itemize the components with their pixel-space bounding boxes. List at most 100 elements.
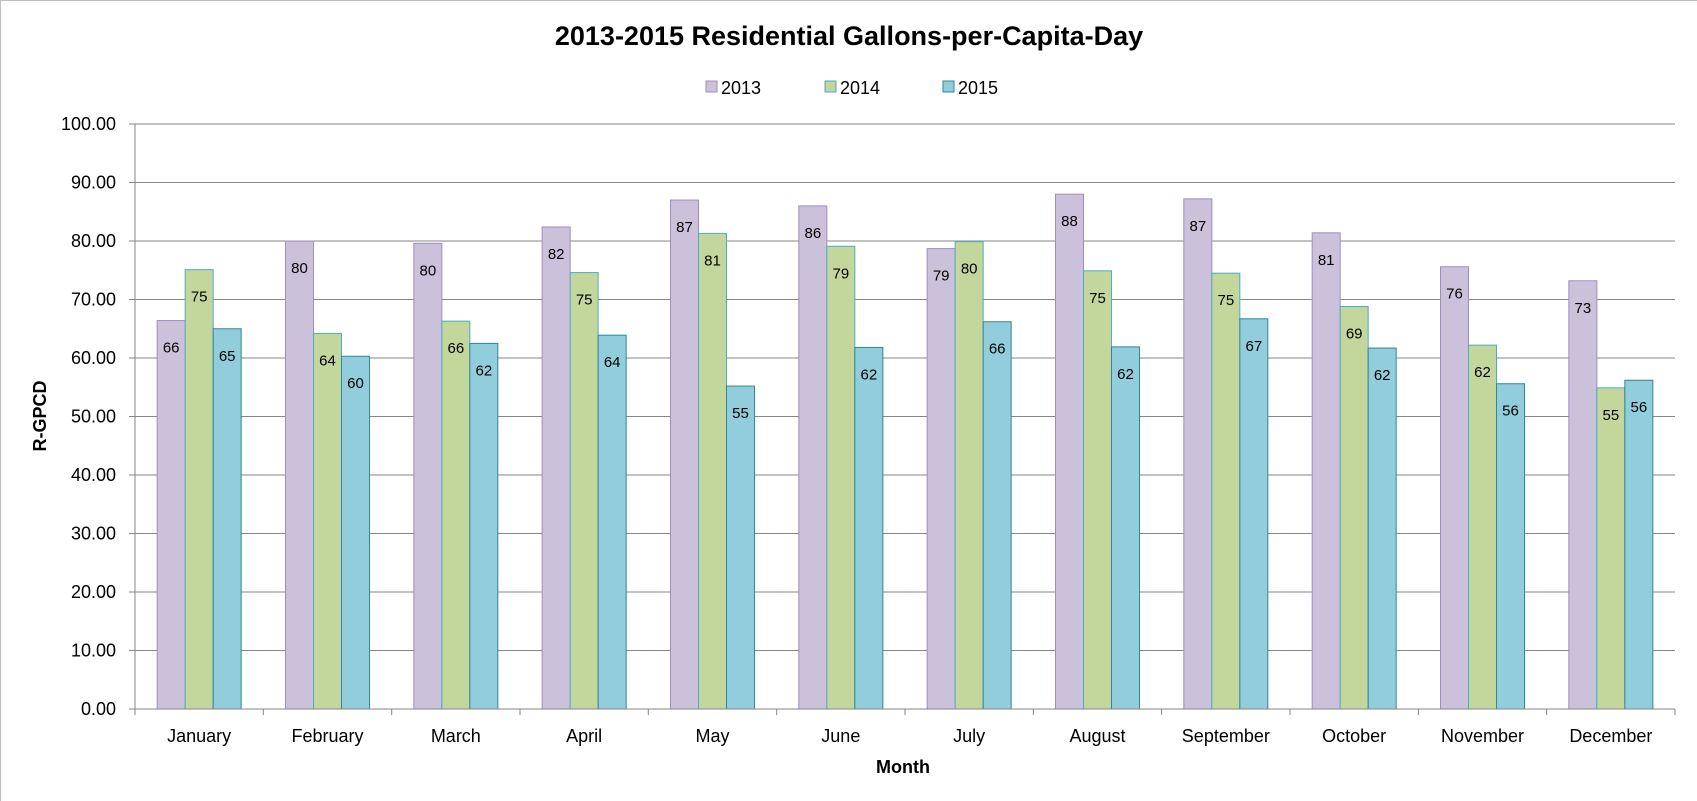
- x-tick-label-may: May: [695, 726, 729, 746]
- data-label-2013-january: 66: [163, 340, 180, 357]
- bar-2013-october: [1311, 232, 1341, 710]
- bar-2013-december: [1568, 280, 1598, 710]
- data-label-2013-november: 76: [1446, 286, 1463, 303]
- legend-label-2013: 2013: [721, 78, 761, 98]
- bar-2014-january: [184, 269, 214, 710]
- x-tick-label-july: July: [953, 726, 985, 746]
- bar-2013-march: [413, 242, 443, 710]
- data-label-2013-march: 80: [419, 262, 436, 279]
- legend-swatch-2013: [705, 80, 718, 93]
- x-tick-label-march: March: [431, 726, 481, 746]
- x-tick-label-june: June: [821, 726, 860, 746]
- x-tick-label-april: April: [566, 726, 602, 746]
- data-label-2015-october: 62: [1374, 367, 1391, 384]
- legend-label-2015: 2015: [958, 78, 998, 98]
- bar-2015-october: [1367, 347, 1397, 710]
- data-label-2015-september: 67: [1245, 338, 1262, 355]
- y-tick-label: 10.00: [71, 641, 116, 661]
- x-tick-label-december: December: [1569, 726, 1652, 746]
- bar-2013-february: [285, 240, 314, 710]
- data-label-2013-august: 88: [1061, 213, 1078, 230]
- bar-2014-december: [1596, 387, 1626, 710]
- bar-2013-april: [541, 226, 571, 710]
- y-tick-label: 90.00: [71, 173, 116, 193]
- bar-2014-july: [954, 241, 984, 710]
- x-tick-label-november: November: [1441, 726, 1524, 746]
- chart-title: 2013-2015 Residential Gallons-per-Capita…: [555, 21, 1143, 51]
- bar-2013-january: [156, 320, 186, 710]
- data-label-2014-april: 75: [576, 292, 593, 309]
- bar-2013-june: [798, 205, 828, 710]
- y-tick-label: 70.00: [71, 290, 116, 310]
- data-label-2013-october: 81: [1318, 252, 1335, 269]
- bar-2014-august: [1083, 270, 1112, 710]
- legend-swatch-2014: [824, 80, 837, 93]
- bar-2013-may: [670, 199, 699, 710]
- legend-label-2014: 2014: [840, 78, 880, 98]
- gridlines: [135, 123, 1675, 651]
- bar-2015-february: [341, 355, 370, 710]
- bar-2014-march: [441, 320, 471, 710]
- y-tick-label: 0.00: [81, 699, 116, 719]
- bar-2013-july: [926, 248, 956, 710]
- data-label-2014-september: 75: [1217, 292, 1234, 309]
- x-tick-label-august: August: [1069, 726, 1125, 746]
- bar-2014-june: [826, 245, 856, 710]
- bar-2014-november: [1468, 344, 1497, 710]
- bar-2015-may: [726, 385, 755, 710]
- bar-2014-october: [1339, 306, 1369, 710]
- data-label-2015-august: 62: [1117, 366, 1134, 383]
- data-label-2014-june: 79: [832, 265, 849, 282]
- x-axis-ticks: January February March April May June July Augu…: [134, 709, 1676, 746]
- data-label-2014-january: 75: [191, 289, 208, 306]
- x-tick-label-february: February: [291, 726, 363, 746]
- data-labels: 66 75 65 80 64 60 80 66 62 82 75 64 87 81 55 86 79 62 79 80…: [163, 213, 1647, 424]
- bar-2015-december: [1624, 379, 1654, 710]
- y-tick-label: 50.00: [71, 407, 116, 427]
- data-label-2013-february: 80: [291, 260, 308, 277]
- bar-2013-september: [1183, 198, 1213, 710]
- data-label-2014-march: 66: [447, 340, 464, 357]
- legend-swatch-2015: [942, 80, 955, 93]
- data-label-2015-april: 64: [604, 354, 621, 371]
- x-tick-label-october: October: [1322, 726, 1386, 746]
- bar-2015-november: [1496, 383, 1525, 710]
- data-label-2015-july: 66: [989, 341, 1006, 358]
- data-label-2014-november: 62: [1474, 364, 1491, 381]
- data-label-2014-july: 80: [961, 261, 978, 278]
- bar-2014-may: [698, 232, 727, 710]
- bar-2014-april: [569, 272, 599, 710]
- bar-2015-april: [597, 334, 627, 710]
- data-label-2014-october: 69: [1346, 326, 1363, 343]
- y-tick-label: 60.00: [71, 348, 116, 368]
- data-label-2013-may: 87: [676, 219, 693, 236]
- y-tick-label: 40.00: [71, 465, 116, 485]
- bar-2015-march: [469, 342, 499, 710]
- data-label-2014-may: 81: [704, 252, 721, 269]
- x-tick-label-september: September: [1182, 726, 1270, 746]
- data-label-2015-december: 56: [1630, 399, 1647, 416]
- bar-2014-september: [1211, 272, 1241, 710]
- data-label-2013-june: 86: [804, 225, 821, 242]
- data-label-2015-january: 65: [219, 348, 236, 365]
- bar-2015-september: [1239, 318, 1269, 710]
- data-label-2014-december: 55: [1602, 407, 1619, 424]
- data-label-2013-september: 87: [1189, 218, 1206, 235]
- x-tick-label-january: January: [167, 726, 231, 746]
- y-axis-ticks: 0.00 10.00 20.00 30.00 40.00 50.00 60.00 70.00 8…: [61, 114, 135, 719]
- data-label-2015-march: 62: [475, 362, 492, 379]
- data-label-2015-november: 56: [1502, 403, 1519, 420]
- bar-2013-august: [1055, 193, 1084, 710]
- bar-2015-june: [854, 346, 884, 710]
- data-label-2013-july: 79: [933, 268, 950, 285]
- data-label-2013-december: 73: [1574, 300, 1591, 317]
- bar-2015-august: [1111, 346, 1140, 710]
- data-label-2014-august: 75: [1089, 290, 1106, 307]
- data-label-2015-may: 55: [732, 405, 749, 422]
- data-label-2015-june: 62: [860, 366, 877, 383]
- y-tick-label: 80.00: [71, 231, 116, 251]
- y-tick-label: 30.00: [71, 524, 116, 544]
- data-label-2015-february: 60: [347, 375, 364, 392]
